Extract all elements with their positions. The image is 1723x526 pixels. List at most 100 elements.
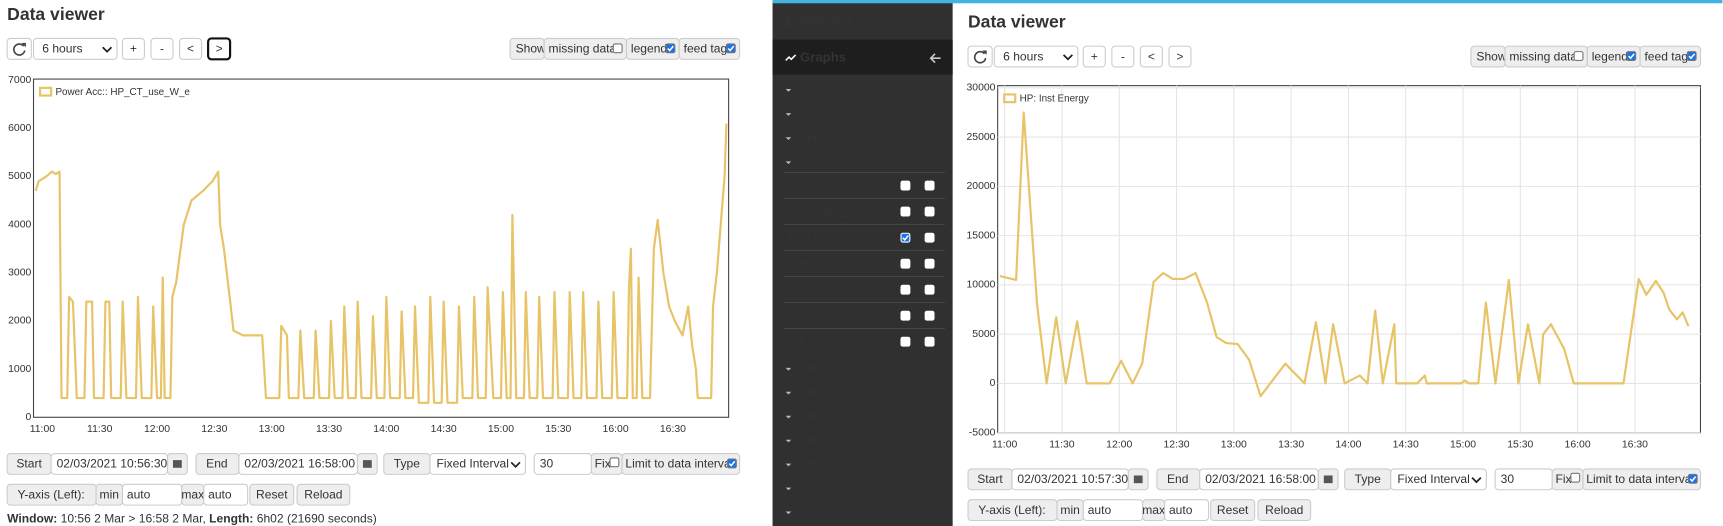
range-select[interactable] (32, 37, 118, 60)
checkbox[interactable] (924, 180, 935, 191)
caret (785, 439, 792, 443)
nav-label: < (1148, 49, 1155, 63)
end-label-text: End (206, 457, 227, 471)
window-part: 6h02 (21690 seconds) (253, 512, 376, 526)
y-tick-label: 4000 (8, 219, 31, 230)
checkbox[interactable] (1687, 473, 1698, 484)
x-tick-label: 11:00 (30, 424, 56, 435)
max-input[interactable] (203, 483, 249, 506)
brand: Emoncms (785, 14, 853, 30)
min-label-text: min (1060, 503, 1079, 517)
x-tick-label: 16:30 (660, 424, 686, 435)
checkbox[interactable] (612, 43, 623, 54)
nav-button[interactable] (1111, 45, 1135, 68)
section-row (772, 39, 953, 75)
y-tick-label: 1000 (8, 364, 31, 375)
checkbox[interactable] (900, 336, 911, 347)
calendar-icon (1323, 475, 1333, 484)
feed-name: Ret Temp (789, 255, 845, 270)
range-value: 6 hours (1003, 49, 1043, 63)
y-tick-label: 3000 (8, 268, 31, 279)
refresh-button[interactable] (967, 45, 993, 68)
y-tick-label: 5000 (8, 171, 31, 182)
feed-name: Tot Vol (789, 307, 829, 322)
caret (785, 367, 792, 371)
max-input[interactable] (1164, 499, 1210, 522)
checkbox[interactable] (1626, 51, 1637, 61)
nav-button[interactable] (121, 37, 145, 60)
interval-value: 30 (1501, 472, 1515, 486)
nav-button[interactable] (1168, 45, 1192, 68)
checkbox[interactable] (924, 206, 935, 217)
type-select[interactable] (1390, 468, 1487, 491)
limit-option (1582, 468, 1702, 491)
refresh-button[interactable] (6, 37, 32, 60)
reload-label: Reload (304, 487, 342, 501)
option (1639, 45, 1702, 68)
nav-button[interactable] (1082, 45, 1106, 68)
x-tick-label: 13:00 (259, 424, 285, 435)
checkbox[interactable] (725, 43, 736, 54)
calendar-icon (172, 460, 182, 468)
reload-button[interactable] (1257, 499, 1312, 522)
checkbox[interactable] (900, 232, 911, 243)
checkbox[interactable] (924, 336, 935, 347)
checkbox[interactable] (900, 310, 911, 321)
max-label-text: max (1142, 503, 1165, 517)
checkbox[interactable] (609, 457, 620, 468)
end-value: 02/03/2021 16:58:00 (1205, 472, 1316, 486)
feed-group: Sol T (796, 504, 826, 519)
x-tick-label: 14:00 (373, 424, 399, 435)
checkbox[interactable] (924, 258, 935, 269)
start-label-text: Start (977, 472, 1003, 486)
plot-area (32, 78, 730, 418)
sidebar (772, 0, 953, 526)
checkbox[interactable] (726, 458, 737, 469)
type-select[interactable] (429, 452, 527, 475)
checkbox[interactable] (1573, 51, 1584, 61)
min-value: auto (1088, 503, 1112, 517)
checkbox[interactable] (924, 310, 935, 321)
window-info: Window: 10:56 2 Mar > 16:58 2 Mar, Lengt… (7, 512, 377, 526)
yaxis-text: Y-axis (Left): (17, 487, 84, 501)
checkbox[interactable] (900, 284, 911, 295)
select-arrow (1471, 477, 1482, 484)
checkbox[interactable] (924, 232, 935, 243)
section-title: Graphs (800, 50, 846, 65)
checkbox[interactable] (1686, 51, 1697, 61)
x-tick-label: 15:00 (1450, 439, 1476, 450)
x-tick-label: 11:30 (1049, 439, 1075, 450)
x-tick-label: 16:30 (1622, 439, 1648, 450)
reset-button[interactable] (1210, 499, 1256, 522)
x-tick-label: 16:00 (1565, 439, 1591, 450)
checkbox[interactable] (924, 284, 935, 295)
nav-button[interactable] (150, 37, 174, 60)
min-value: auto (127, 487, 151, 501)
reset-button[interactable] (249, 483, 295, 506)
nav-button[interactable] (207, 37, 232, 61)
nav-button[interactable] (179, 37, 203, 60)
caret (785, 511, 792, 515)
nav-button[interactable] (1139, 45, 1163, 68)
checkbox[interactable] (665, 43, 676, 54)
nav-label: > (1176, 49, 1183, 63)
checkbox[interactable] (900, 206, 911, 217)
collapse-icon[interactable] (929, 53, 941, 64)
checkbox[interactable] (900, 180, 911, 191)
x-tick-label: 14:30 (1393, 439, 1419, 450)
type-value: Fixed Interval (1397, 472, 1469, 486)
page-title: Data viewer (968, 12, 1066, 32)
refresh-icon (973, 50, 987, 64)
range-select[interactable] (993, 45, 1079, 68)
select-arrow (510, 461, 521, 468)
yaxis-text: Y-axis (Left): (978, 503, 1045, 517)
reload-button[interactable] (296, 483, 351, 506)
checkbox[interactable] (900, 258, 911, 269)
checkbox[interactable] (1570, 472, 1581, 483)
start-value: 02/03/2021 10:57:30 (1017, 472, 1128, 486)
x-tick-label: 14:00 (1335, 439, 1361, 450)
fix-label: Fix (1556, 472, 1572, 486)
page-title: Data viewer (7, 4, 105, 24)
select-arrow (1062, 54, 1073, 61)
